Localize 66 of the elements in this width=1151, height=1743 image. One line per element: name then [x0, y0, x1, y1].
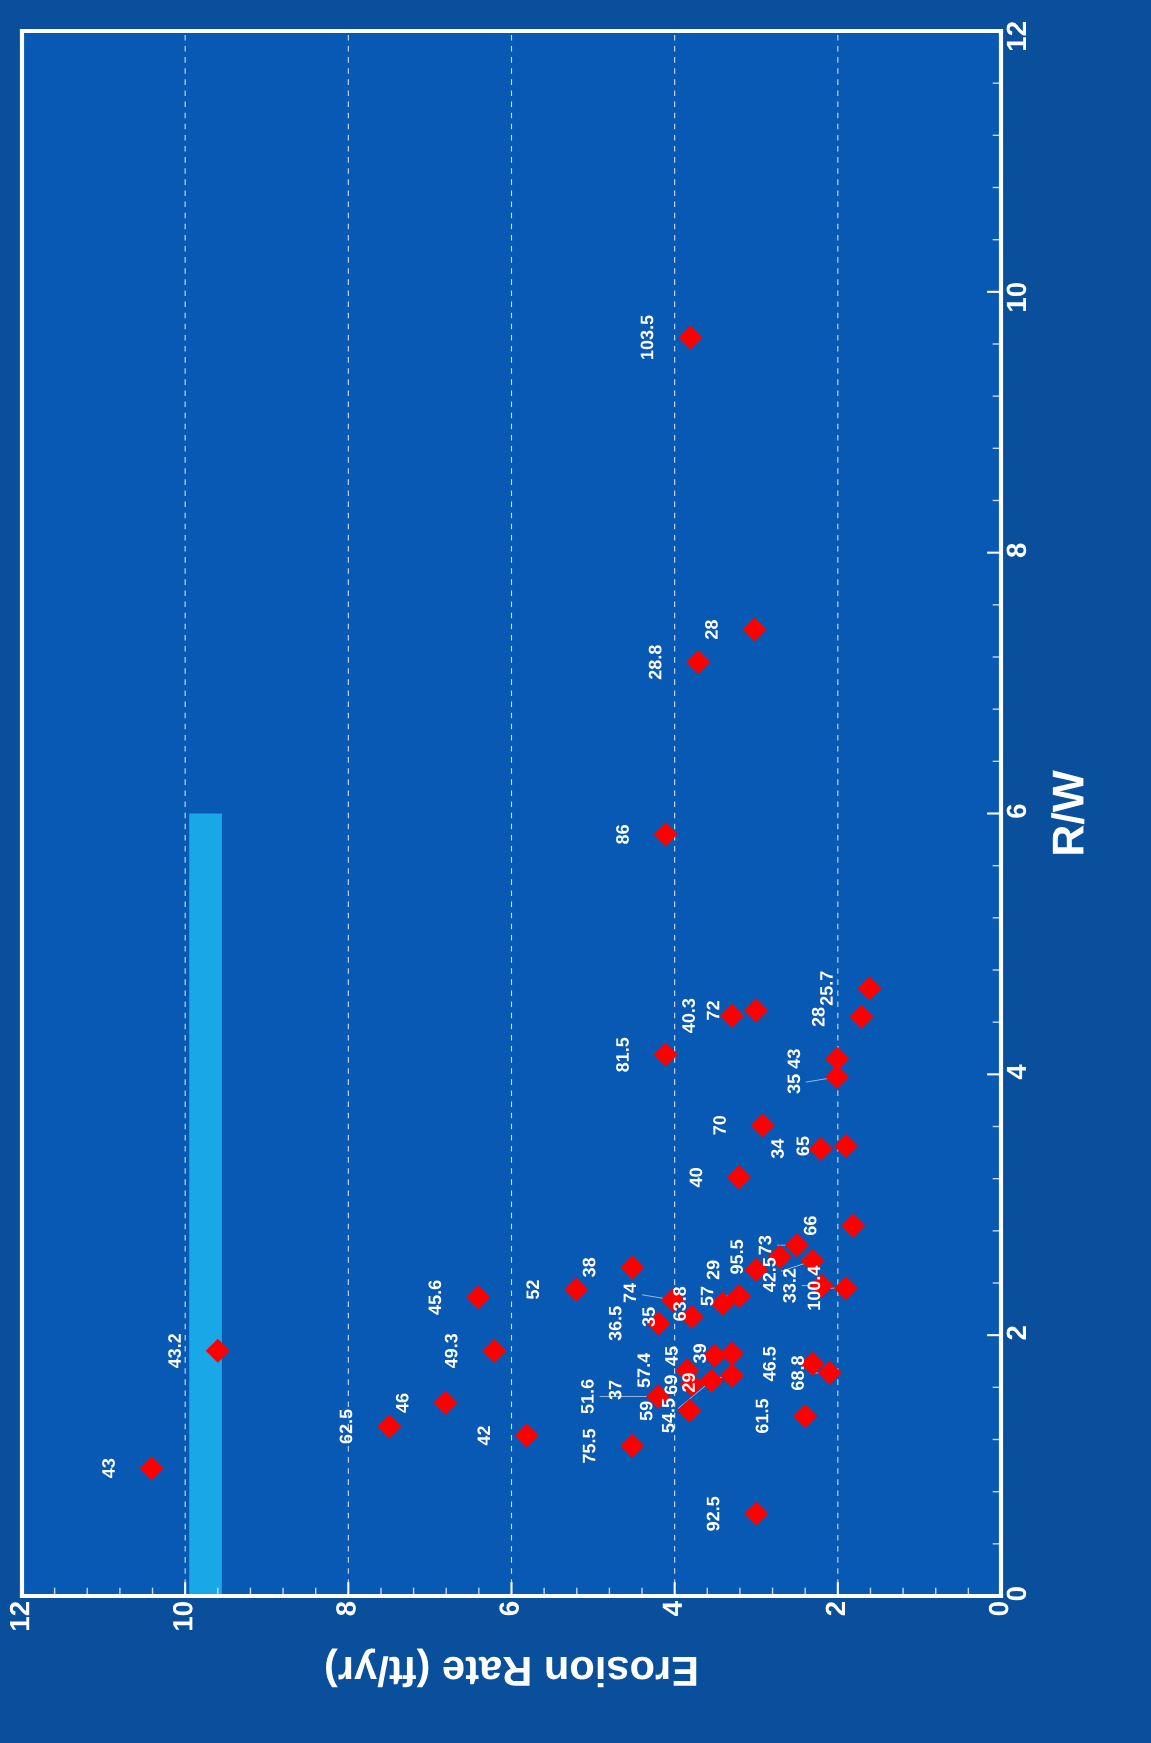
annotation: 33.2: [783, 1268, 796, 1303]
annotation: 28.8: [648, 645, 662, 680]
annotation: 59: [639, 1401, 653, 1421]
x-tick-label: 10: [172, 1602, 193, 1631]
annotation: 103.5: [640, 315, 654, 359]
annotation: 42: [477, 1426, 490, 1446]
annotation: 52: [526, 1280, 540, 1300]
y-axis-title: R/W: [1051, 770, 1085, 854]
annotation: 42.5: [762, 1257, 776, 1293]
annotation: 69: [664, 1375, 678, 1395]
annotation: 66: [803, 1216, 817, 1235]
annotation: 45: [665, 1346, 678, 1366]
annotation: 75.5: [582, 1428, 596, 1463]
y-tick-label: 6: [1006, 804, 1027, 818]
annotation: 45.6: [428, 1280, 442, 1315]
annotation: 57.4: [637, 1352, 651, 1388]
y-tick-label: 10: [1006, 282, 1027, 311]
annotation: 40: [689, 1168, 703, 1188]
annotation: 34: [771, 1138, 784, 1159]
annotation: 38: [582, 1257, 596, 1277]
x-tick-label: 12: [9, 1601, 30, 1631]
x-tick-label: 4: [662, 1601, 682, 1616]
annotation: 28: [811, 1007, 825, 1027]
annotation: 68.8: [791, 1355, 804, 1390]
annotation: 43.2: [168, 1333, 182, 1369]
annotation: 74: [623, 1283, 637, 1303]
annotation: 61.5: [755, 1398, 769, 1433]
annotation: 28: [705, 620, 718, 640]
annotation: 81.5: [616, 1037, 629, 1072]
x-tick-label: 8: [336, 1601, 356, 1616]
annotation: 29: [682, 1373, 695, 1392]
y-tick-label: 8: [1006, 543, 1027, 558]
x-tick-label: 6: [499, 1601, 519, 1616]
annotation: 37: [608, 1380, 622, 1400]
annotation: 29: [706, 1260, 720, 1280]
annotation: 43: [787, 1049, 801, 1069]
annotation: 54.5: [661, 1398, 675, 1433]
annotation: 72: [706, 1001, 720, 1020]
y-tick-label: 4: [1006, 1064, 1026, 1080]
annotation: 36.5: [608, 1306, 622, 1341]
annotation: 100.4: [807, 1265, 821, 1310]
x-tick-label: 2: [825, 1601, 846, 1616]
annotation: 46.5: [762, 1346, 776, 1382]
x-tick-label: 0: [988, 1602, 1009, 1616]
annotation: 25.7: [820, 971, 833, 1006]
annotation: 62.5: [339, 1409, 353, 1444]
annotation: 95.5: [730, 1239, 744, 1274]
annotation: 86: [616, 824, 629, 844]
y-tick-label: 2: [1006, 1326, 1026, 1340]
annotation: 73: [758, 1235, 772, 1255]
annotation: 57: [700, 1286, 714, 1306]
annotation: 70: [713, 1115, 726, 1135]
y-tick-label: 0: [1006, 1587, 1027, 1601]
annotation: 43: [102, 1458, 115, 1478]
annotation: 63.8: [673, 1286, 687, 1321]
annotation: 35: [787, 1074, 801, 1094]
annotation: 46: [395, 1393, 409, 1413]
annotation: 40.3: [682, 998, 695, 1033]
annotation: 65: [796, 1136, 810, 1156]
x-axis-title: Erosion Rate (ft/yr): [326, 1648, 697, 1688]
annotation: 49.3: [444, 1333, 458, 1369]
annotation: 51.6: [580, 1379, 594, 1414]
annotation: 39: [693, 1344, 707, 1364]
annotation: 35: [642, 1307, 655, 1327]
annotation: 92.5: [706, 1496, 720, 1531]
y-tick-label: 12: [1006, 22, 1026, 51]
